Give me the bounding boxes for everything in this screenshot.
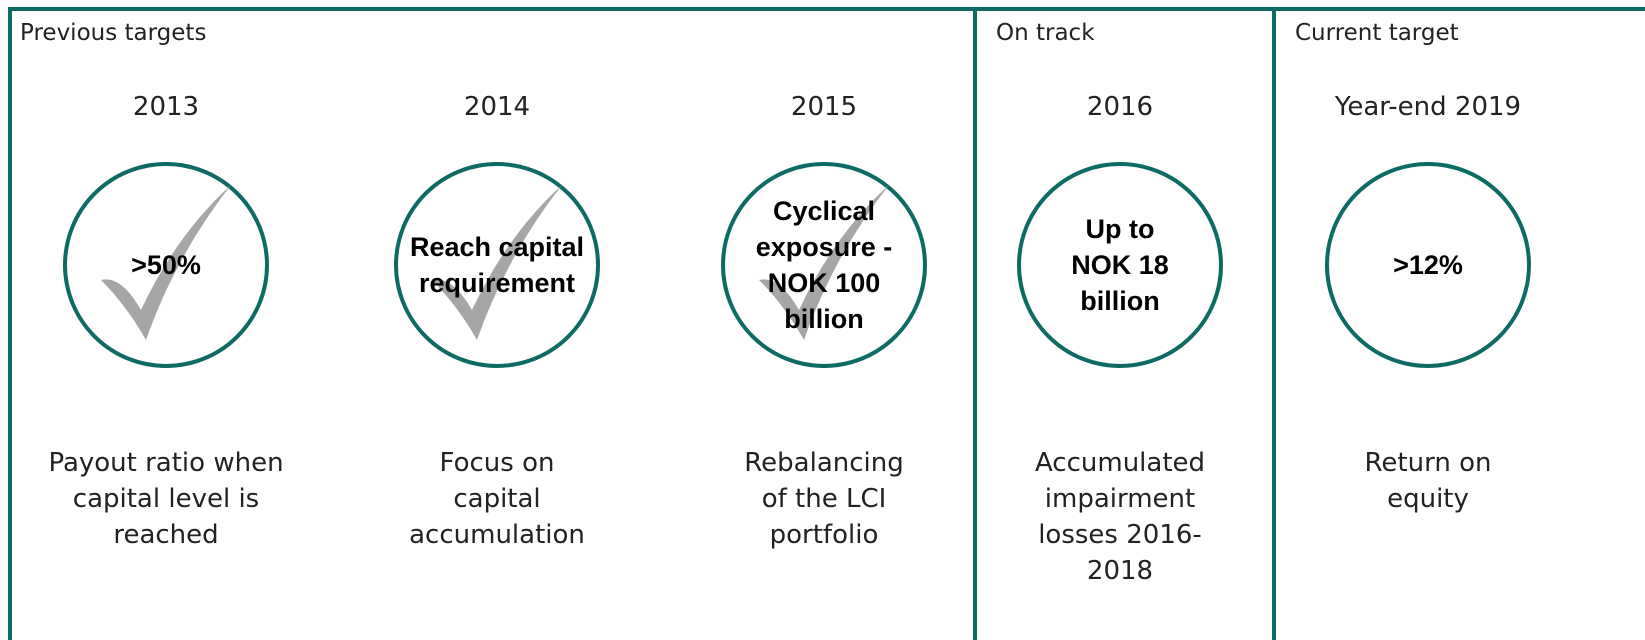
target-text: Up to NOK 18 billion <box>1071 214 1169 316</box>
description: Accumulated impairment losses 2016-2018 <box>1034 448 1206 586</box>
target-text: Cyclical exposure - NOK 100 billion <box>755 196 893 334</box>
description: Return on equity <box>1364 448 1492 514</box>
year: 2016 <box>1086 92 1154 122</box>
outer-border <box>8 7 1645 640</box>
year: 2015 <box>790 92 858 122</box>
target-text: Reach capital requirement <box>409 232 585 298</box>
target-text: >12% <box>1393 250 1463 280</box>
year: 2013 <box>132 92 200 122</box>
checkmark <box>759 185 889 340</box>
section-label: On track <box>996 20 1095 46</box>
year: Year-end 2019 <box>1334 92 1522 122</box>
target-text: >50% <box>131 250 201 280</box>
checkmark <box>432 185 562 340</box>
checkmark <box>101 185 231 340</box>
section-label: Current target <box>1295 20 1459 46</box>
description: Focus on capital accumulation <box>409 448 585 550</box>
year: 2014 <box>463 92 531 122</box>
description: Rebalancing of the LCI portfolio <box>744 448 904 550</box>
description: Payout ratio when capital level is reach… <box>48 448 284 550</box>
target-circle <box>1325 162 1531 368</box>
target-circle <box>1017 162 1223 368</box>
section-label: Previous targets <box>20 20 207 46</box>
